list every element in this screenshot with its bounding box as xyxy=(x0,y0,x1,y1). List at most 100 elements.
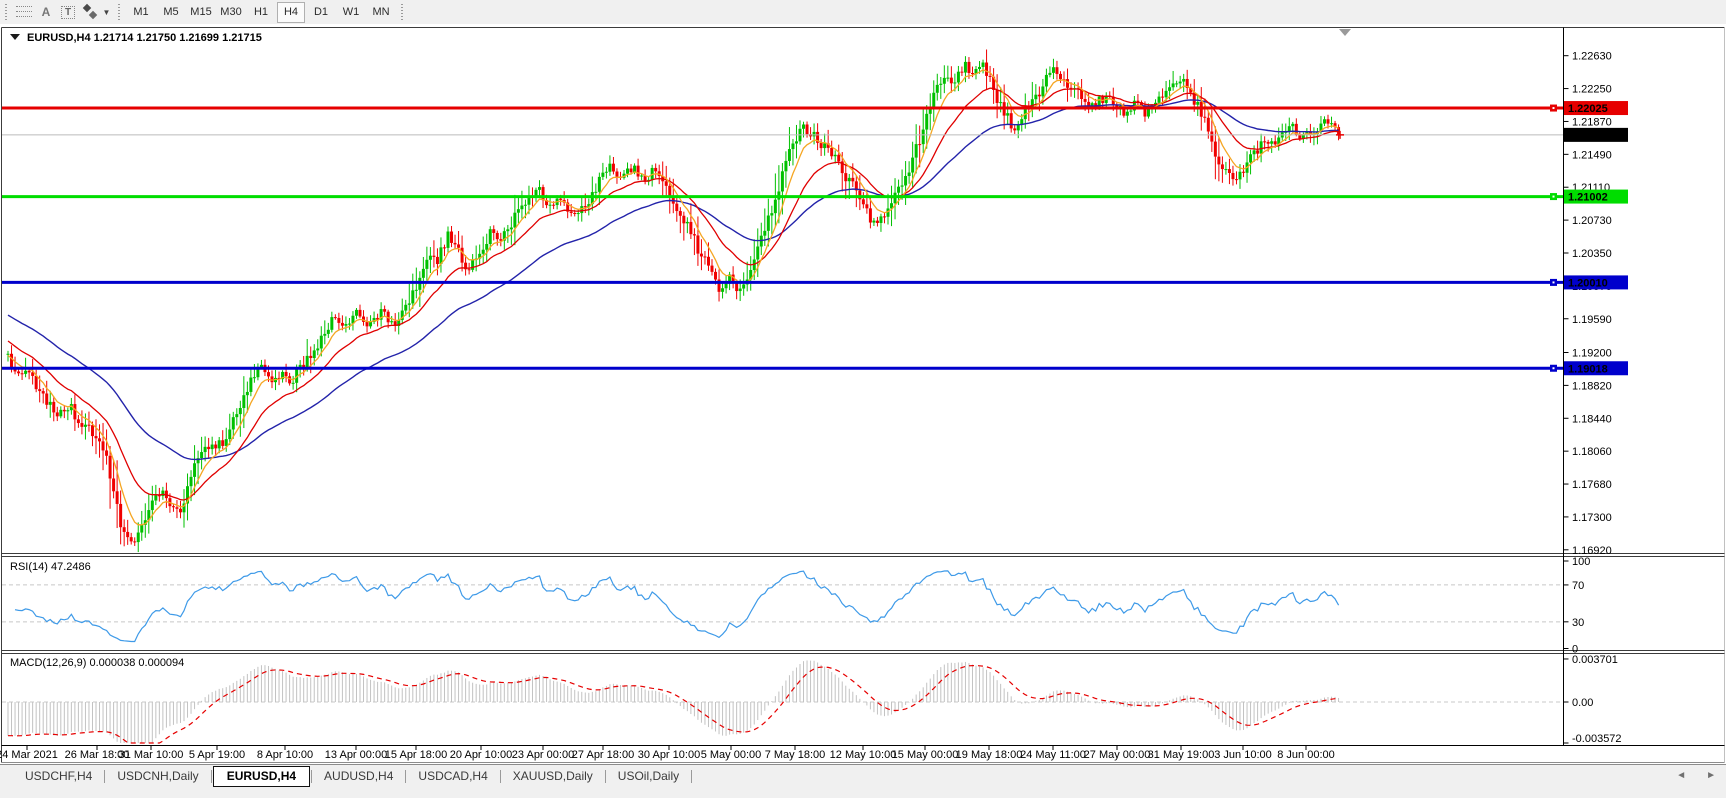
svg-text:-0.003572: -0.003572 xyxy=(1572,733,1622,745)
svg-text:1.22250: 1.22250 xyxy=(1572,84,1612,96)
toolbar: F A T ▼ M1 M5 M15 M30 H1 H4 D1 W1 MN xyxy=(0,0,1726,32)
toolbar-grip[interactable] xyxy=(399,3,406,21)
chart-tab-usdcad-h4[interactable]: USDCAD,H4 xyxy=(418,768,488,783)
svg-text:0.003701: 0.003701 xyxy=(1572,654,1618,666)
svg-text:30: 30 xyxy=(1572,617,1584,629)
label-icon[interactable]: T xyxy=(57,2,79,22)
chart-tab-usdcnh-daily[interactable]: USDCNH,Daily xyxy=(117,768,199,783)
chart-tab-eurusd-h4[interactable]: EURUSD,H4 xyxy=(212,765,311,787)
chart-title: EURUSD,H4 1.21714 1.21750 1.21699 1.2171… xyxy=(10,32,262,44)
svg-text:EURUSD,H4 1.21714 1.21750 1.2: EURUSD,H4 1.21714 1.21750 1.21699 1.2171… xyxy=(27,32,262,44)
svg-text:1.16920: 1.16920 xyxy=(1572,545,1612,557)
svg-text:1.20730: 1.20730 xyxy=(1572,215,1612,227)
svg-text:0.00: 0.00 xyxy=(1572,697,1593,709)
svg-text:1.19200: 1.19200 xyxy=(1572,348,1612,360)
timeframe-button-m1[interactable]: M1 xyxy=(133,5,149,18)
svg-text:70: 70 xyxy=(1572,580,1584,592)
chart-tab-audusd-h4[interactable]: AUDUSD,H4 xyxy=(324,768,394,783)
svg-text:23 Apr 00:00: 23 Apr 00:00 xyxy=(512,749,574,761)
chevron-down-icon[interactable]: ▼ xyxy=(102,7,111,17)
chart-tab-usoil-daily[interactable]: USOil,Daily xyxy=(617,768,680,783)
svg-text:1.22630: 1.22630 xyxy=(1572,51,1612,63)
chart-shift-marker[interactable] xyxy=(1339,29,1351,36)
axis-label-1.21002: 1.21002 xyxy=(1564,189,1628,204)
chart-canvas[interactable]: 1.226301.222501.218701.214901.211101.207… xyxy=(0,24,1726,764)
rsi-line xyxy=(14,570,1340,643)
svg-text:8 Apr 10:00: 8 Apr 10:00 xyxy=(257,749,313,761)
arrows-icon[interactable]: ▼ xyxy=(79,2,113,22)
svg-text:15 Apr 18:00: 15 Apr 18:00 xyxy=(385,749,447,761)
svg-text:3 Jun 10:00: 3 Jun 10:00 xyxy=(1214,749,1272,761)
svg-text:24 Mar 2021: 24 Mar 2021 xyxy=(0,749,58,761)
axis-label-1.22025: 1.22025 xyxy=(1564,101,1628,116)
svg-text:20 Apr 10:00: 20 Apr 10:00 xyxy=(450,749,512,761)
tabs-scroll-left-icon[interactable]: ◄ xyxy=(1676,770,1687,781)
svg-text:1.22025: 1.22025 xyxy=(1568,103,1608,115)
svg-text:30 Apr 10:00: 30 Apr 10:00 xyxy=(638,749,700,761)
svg-text:15 May 00:00: 15 May 00:00 xyxy=(892,749,959,761)
axis-label-1.20010: 1.20010 xyxy=(1564,275,1628,289)
timeframe-button-m15[interactable]: M15 xyxy=(190,5,212,18)
tab-separator xyxy=(691,769,693,783)
svg-text:27 Apr 18:00: 27 Apr 18:00 xyxy=(572,749,634,761)
price-axis[interactable]: 1.226301.222501.218701.214901.211101.207… xyxy=(1563,51,1622,745)
last-price-marker xyxy=(1336,130,1344,139)
axis-label-1.19018: 1.19018 xyxy=(1564,361,1628,376)
svg-text:1.17680: 1.17680 xyxy=(1572,479,1612,491)
svg-text:12 May 10:00: 12 May 10:00 xyxy=(830,749,897,761)
text-icon[interactable]: A xyxy=(41,5,51,19)
timeframe-button-d1[interactable]: D1 xyxy=(313,5,329,18)
ma-medium-line xyxy=(7,87,1339,501)
svg-text:26 Mar 18:00: 26 Mar 18:00 xyxy=(65,749,130,761)
svg-text:1.21870: 1.21870 xyxy=(1572,116,1612,128)
svg-text:1.21002: 1.21002 xyxy=(1568,192,1608,204)
chart-tabs-bar: USDCHF,H4 USDCNH,Daily EURUSD,H4 AUDUSD,H4 U… xyxy=(0,764,1726,798)
svg-text:8 Jun 00:00: 8 Jun 00:00 xyxy=(1277,749,1335,761)
svg-text:1.18820: 1.18820 xyxy=(1572,380,1612,392)
svg-text:1.18060: 1.18060 xyxy=(1572,446,1612,458)
symbol-dropdown-icon[interactable] xyxy=(10,34,20,40)
axis-label-current-price: 1.21715 xyxy=(1564,127,1628,142)
level-line-1.22025[interactable] xyxy=(2,104,1564,112)
svg-text:1.20010: 1.20010 xyxy=(1568,277,1608,289)
svg-text:7 May 18:00: 7 May 18:00 xyxy=(765,749,826,761)
svg-text:24 May 11:00: 24 May 11:00 xyxy=(1020,749,1086,761)
tabs-scroll-right-icon[interactable]: ► xyxy=(1706,770,1716,781)
tab-separator xyxy=(311,769,313,783)
level-line-1.21002[interactable] xyxy=(2,193,1564,201)
timeframe-button-h4[interactable]: H4 xyxy=(277,1,305,23)
chart-tab-usdchf-h4[interactable]: USDCHF,H4 xyxy=(25,768,93,783)
tab-separator xyxy=(104,769,106,783)
svg-text:1.21490: 1.21490 xyxy=(1572,149,1612,161)
svg-text:1.19590: 1.19590 xyxy=(1572,314,1612,326)
svg-text:27 May 00:00: 27 May 00:00 xyxy=(1084,749,1151,761)
timeframe-button-mn[interactable]: MN xyxy=(372,5,390,18)
timeframe-button-m30[interactable]: M30 xyxy=(220,5,242,18)
svg-text:0: 0 xyxy=(1572,644,1578,656)
svg-text:1.20350: 1.20350 xyxy=(1572,248,1612,260)
chart-tab-xauusd-daily[interactable]: XAUUSD,Daily xyxy=(512,768,593,783)
timeframe-button-m5[interactable]: M5 xyxy=(163,5,179,18)
svg-text:5 May 00:00: 5 May 00:00 xyxy=(701,749,762,761)
level-line-1.20010[interactable] xyxy=(2,278,1564,286)
svg-text:13 Apr 00:00: 13 Apr 00:00 xyxy=(325,749,387,761)
svg-text:31 May 19:00: 31 May 19:00 xyxy=(1148,749,1215,761)
svg-text:31 Mar 10:00: 31 Mar 10:00 xyxy=(119,749,184,761)
svg-text:19 May 18:00: 19 May 18:00 xyxy=(956,749,1023,761)
fibonacci-icon[interactable]: F xyxy=(13,2,35,32)
ma-fast-line xyxy=(7,68,1339,526)
level-line-1.19018[interactable] xyxy=(2,364,1564,372)
ma-slow-line xyxy=(7,99,1339,461)
svg-text:1.17300: 1.17300 xyxy=(1572,512,1612,524)
toolbar-grip[interactable] xyxy=(3,3,10,21)
svg-text:100: 100 xyxy=(1572,556,1590,568)
timeframe-button-h1[interactable]: H1 xyxy=(253,5,269,18)
tab-separator xyxy=(604,769,606,783)
tab-separator xyxy=(499,769,501,783)
toolbar-grip[interactable] xyxy=(116,3,123,21)
timeframe-button-w1[interactable]: W1 xyxy=(342,5,360,18)
tab-separator xyxy=(210,769,212,783)
tab-separator xyxy=(405,769,407,783)
rsi-label: RSI(14) 47.2486 xyxy=(10,561,91,573)
